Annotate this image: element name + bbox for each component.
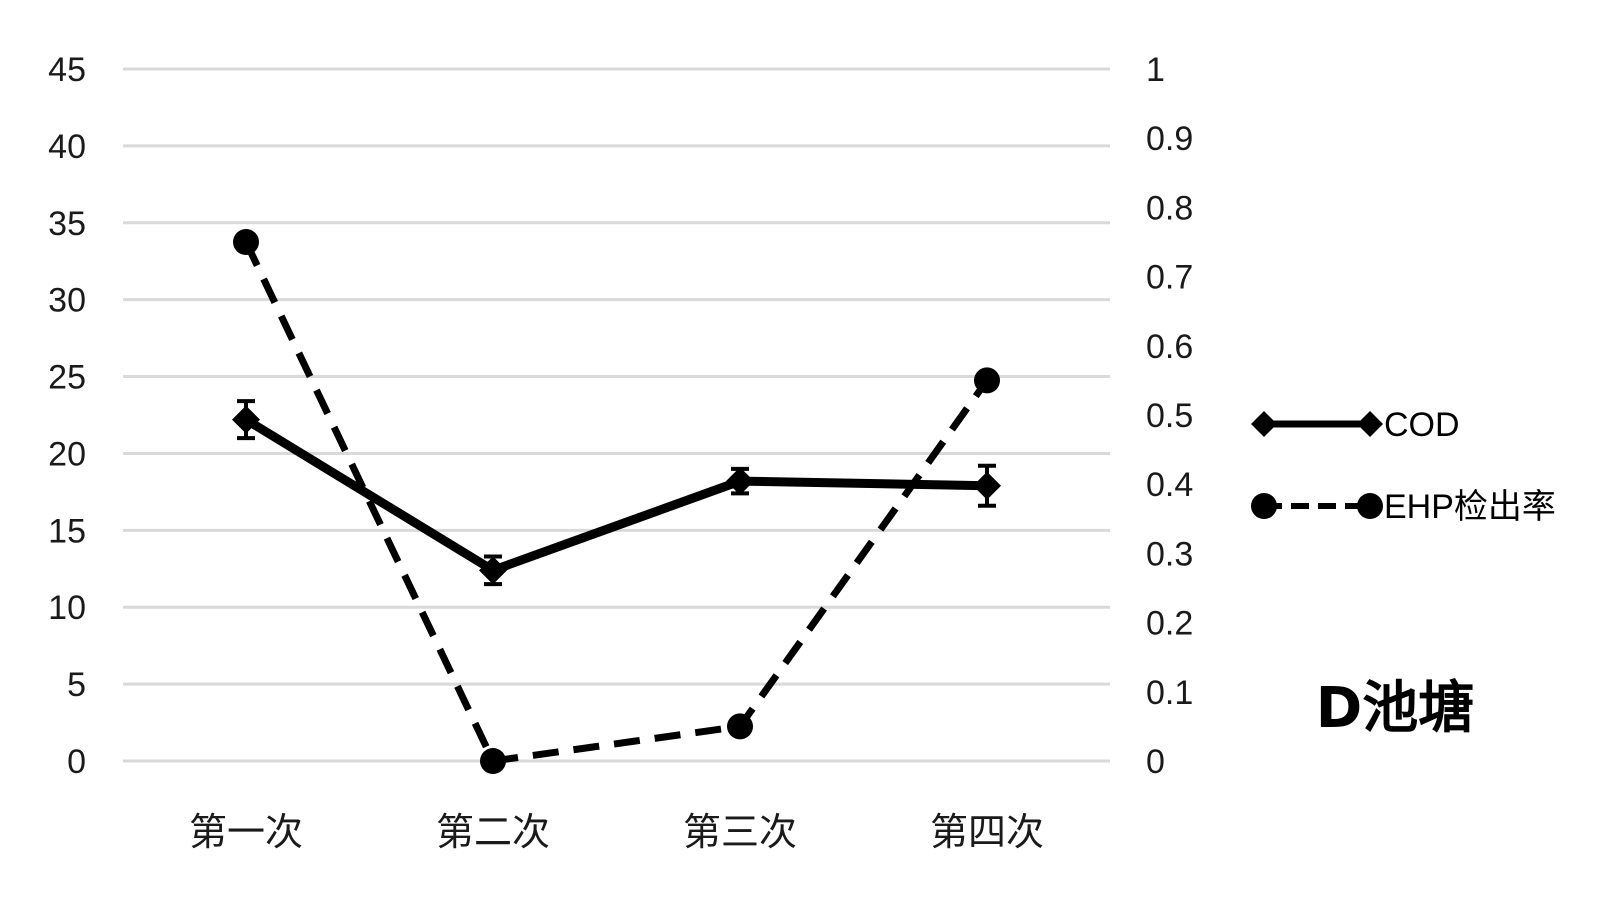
right-tick-label: 0.4: [1146, 466, 1193, 504]
right-tick-label: 0.8: [1146, 189, 1193, 227]
left-tick-label: 0: [67, 743, 86, 781]
legend-label: EHP检出率: [1384, 488, 1556, 526]
legend-item: COD: [1251, 406, 1460, 444]
left-tick-label: 30: [48, 282, 86, 320]
series-line: [242, 240, 990, 765]
data-point: [726, 467, 754, 496]
left-tick-label: 45: [48, 51, 86, 89]
data-point: [727, 713, 753, 740]
chart-title: D池塘: [1316, 676, 1474, 741]
legend-label: COD: [1384, 406, 1460, 444]
data-point: [480, 748, 506, 774]
right-tick-label: 0.7: [1146, 259, 1193, 297]
left-tick-label: 40: [48, 128, 86, 166]
gridlines: [123, 67, 1110, 763]
series-layer: [232, 229, 1001, 774]
data-point: [479, 556, 507, 585]
left-tick-label: 25: [48, 359, 86, 397]
right-tick-label: 0: [1146, 743, 1165, 781]
category-label: 第四次: [930, 810, 1044, 854]
legend-marker: [1357, 493, 1383, 519]
right-tick-label: 1: [1146, 51, 1165, 89]
category-label: 第二次: [436, 810, 550, 854]
series-cod: [232, 399, 1001, 587]
data-point: [974, 367, 1000, 394]
legend-marker: [1357, 411, 1383, 437]
left-tick-label: 5: [67, 666, 86, 704]
data-point: [232, 405, 260, 434]
category-label: 第三次: [683, 810, 797, 854]
legend-marker: [1251, 493, 1277, 519]
category-label: 第一次: [189, 810, 303, 854]
right-tick-label: 0.9: [1146, 120, 1193, 158]
left-tick-label: 10: [48, 589, 86, 627]
left-tick-label: 20: [48, 435, 86, 473]
category-axis-labels: 第一次 第二次 第三次 第四次: [189, 810, 1044, 854]
series-ehp-detection-rate: [233, 229, 1000, 774]
right-tick-label: 0.6: [1146, 328, 1193, 366]
legend: COD EHP检出率: [1251, 406, 1556, 526]
right-tick-label: 0.2: [1146, 605, 1193, 643]
right-tick-label: 0.3: [1146, 535, 1193, 573]
right-tick-label: 0.1: [1146, 674, 1193, 712]
right-tick-label: 0.5: [1146, 397, 1193, 435]
legend-marker: [1251, 411, 1277, 437]
left-tick-label: 15: [48, 512, 86, 550]
series-line: [243, 415, 988, 575]
legend-item: EHP检出率: [1251, 488, 1556, 526]
data-point: [973, 471, 1001, 500]
data-point: [233, 229, 259, 255]
left-tick-label: 35: [48, 205, 86, 243]
right-axis-ticks: 0 0.1 0.2 0.3 0.4 0.5 0.6 0.7 0.8 0.9 1: [1146, 51, 1193, 781]
left-axis-ticks: 0 5 10 15 20 25 30 35 40 45: [48, 51, 86, 781]
